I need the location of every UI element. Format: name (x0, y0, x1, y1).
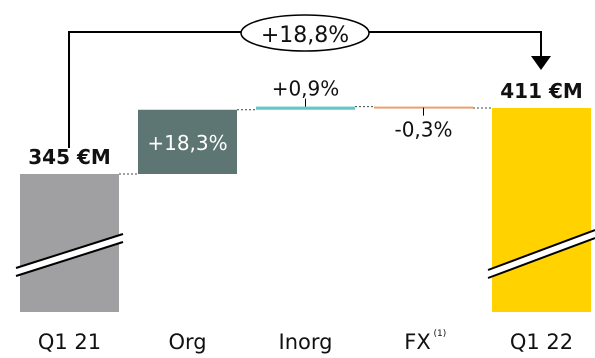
total-change-label: +18,8% (261, 23, 349, 48)
bar-fx (374, 106, 473, 109)
bar-org-value-label: +18,3% (147, 131, 227, 155)
axis-break-band (16, 234, 123, 276)
category-label: FX (404, 330, 430, 354)
bar-end-value-label: 411 €M (500, 79, 583, 103)
bar-inorg (256, 106, 355, 110)
total-change-arrowhead (531, 56, 551, 70)
bar-start-value-label: 345 €M (28, 145, 111, 169)
category-label: Q1 21 (38, 330, 101, 354)
footnote-marker: (1) (434, 329, 447, 339)
bar-fx-value-label: -0,3% (394, 118, 452, 142)
bar-end (492, 108, 591, 312)
bar-org (138, 109, 237, 174)
category-label: Org (168, 330, 206, 354)
axis-break-line (15, 233, 124, 269)
category-label: Q1 22 (510, 330, 573, 354)
axis-break-line (487, 229, 595, 271)
axis-break-band (488, 230, 595, 278)
bar-inorg-value-label: +0,9% (272, 77, 340, 101)
axis-break-line (15, 241, 124, 277)
axis-break-line (487, 237, 595, 279)
category-label: Inorg (279, 330, 333, 354)
total-change-bubble (240, 14, 370, 52)
